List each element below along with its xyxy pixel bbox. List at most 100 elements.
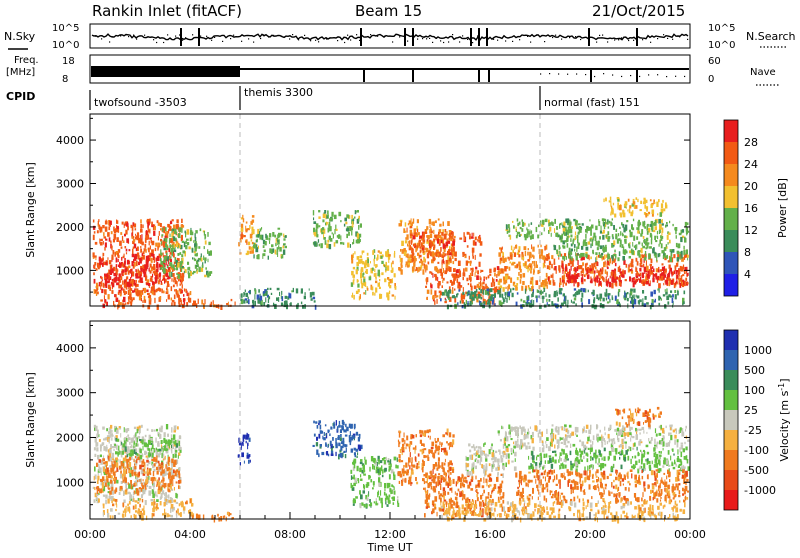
- power-cell: [603, 247, 606, 252]
- power-cell: [156, 289, 158, 293]
- velocity-cell: [139, 439, 142, 441]
- velocity-cell: [317, 425, 319, 429]
- power-cell: [140, 224, 142, 229]
- velocity-cell: [446, 441, 448, 443]
- power-cell: [645, 296, 647, 300]
- velocity-cell: [159, 434, 161, 439]
- noise-search-dot: [377, 36, 378, 37]
- power-cell: [466, 300, 467, 305]
- velocity-cell: [241, 443, 242, 448]
- power-cell: [545, 257, 546, 260]
- velocity-cell: [344, 429, 345, 431]
- power-cell: [178, 279, 180, 281]
- power-cell: [104, 295, 105, 299]
- power-cell: [609, 200, 612, 202]
- power-cell: [175, 238, 177, 242]
- velocity-cell: [247, 455, 250, 459]
- power-cell: [366, 269, 368, 274]
- power-cell: [171, 302, 173, 306]
- velocity-cell: [103, 495, 104, 497]
- velocity-cell: [100, 489, 102, 491]
- power-cell: [285, 296, 287, 299]
- power-cell: [598, 241, 600, 246]
- power-cell: [157, 305, 159, 310]
- power-cell: [188, 271, 190, 274]
- power-cell: [267, 288, 269, 290]
- noise-search-dot: [667, 38, 668, 39]
- power-cell: [429, 219, 431, 224]
- power-cell: [494, 294, 495, 297]
- power-cell: [503, 287, 505, 292]
- velocity-cell: [354, 463, 356, 468]
- power-cell: [625, 250, 627, 253]
- power-cell: [433, 221, 435, 226]
- power-cell: [452, 241, 455, 246]
- velocity-cell: [449, 432, 451, 437]
- power-cell: [664, 266, 665, 271]
- power-cell: [637, 199, 638, 202]
- power-cell: [505, 296, 506, 299]
- velocity-cell: [112, 515, 113, 518]
- power-cell: [391, 270, 394, 272]
- power-cell: [687, 255, 689, 258]
- velocity-cell: [356, 432, 358, 436]
- velocity-cell: [134, 491, 135, 494]
- power-cell: [538, 225, 540, 228]
- power-cell: [356, 291, 359, 294]
- power-cell: [156, 262, 158, 266]
- power-cell: [672, 249, 674, 253]
- velocity-cell: [168, 457, 170, 463]
- power-cell: [521, 228, 523, 232]
- velocity-cell: [367, 497, 369, 501]
- power-cell: [566, 256, 567, 260]
- power-cell: [160, 261, 163, 265]
- power-cell: [633, 295, 634, 299]
- power-cell: [519, 246, 521, 251]
- power-cell: [301, 302, 302, 305]
- power-cell: [448, 240, 451, 244]
- power-cell: [132, 249, 134, 254]
- power-cell: [183, 294, 184, 297]
- power-cell: [574, 244, 576, 248]
- power-cell: [479, 288, 480, 290]
- velocity-cell: [427, 430, 429, 433]
- power-colorbar-block: [724, 186, 738, 208]
- power-cell: [650, 292, 653, 297]
- velocity-cell: [172, 481, 173, 487]
- velocity-cell: [321, 452, 324, 455]
- velocity-cell: [352, 462, 354, 464]
- power-cell: [657, 231, 658, 235]
- power-cell: [364, 262, 366, 265]
- power-cell: [627, 209, 628, 211]
- nave-dot: [549, 73, 550, 74]
- power-cell: [410, 234, 413, 237]
- velocity-cell: [117, 452, 118, 456]
- power-cell: [622, 233, 623, 235]
- power-cell: [325, 223, 326, 226]
- power-cell: [686, 267, 687, 272]
- velocity-cell: [351, 485, 354, 488]
- noise-search-dot: [628, 40, 629, 41]
- power-cell: [684, 238, 687, 243]
- power-y-label: Slant Range [km]: [24, 162, 37, 258]
- velocity-cell: [373, 481, 375, 485]
- velocity-cell: [335, 442, 337, 446]
- noise-search-dot: [505, 40, 506, 41]
- power-cell: [194, 247, 197, 252]
- power-cell: [184, 302, 185, 305]
- power-cell: [135, 269, 136, 272]
- power-cell: [378, 250, 380, 252]
- power-cell: [434, 290, 436, 295]
- power-cell: [472, 302, 473, 304]
- power-cell: [128, 265, 130, 268]
- power-cell: [207, 273, 209, 278]
- power-cell: [334, 215, 337, 219]
- velocity-cell: [175, 454, 177, 458]
- power-cell: [158, 256, 159, 261]
- power-cell: [443, 259, 444, 263]
- power-cell: [607, 272, 608, 277]
- power-colorbar-tick: 24: [744, 158, 758, 171]
- power-cell: [466, 278, 468, 282]
- power-cell: [686, 231, 687, 235]
